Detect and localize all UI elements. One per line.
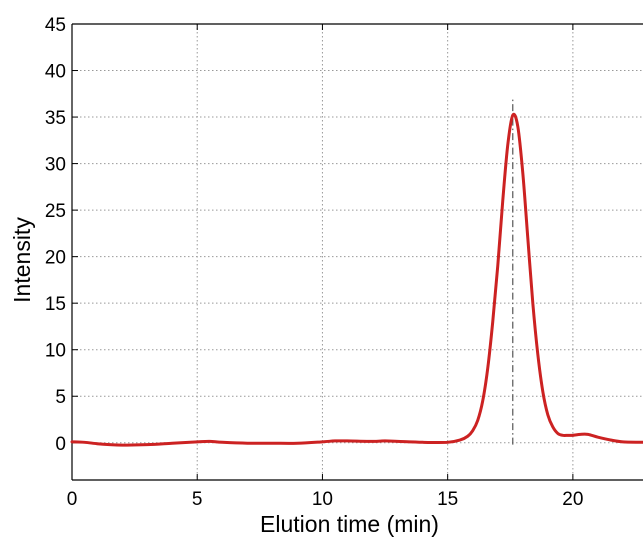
y-tick-label: 45	[45, 15, 66, 36]
x-tick-label: 15	[437, 489, 458, 510]
y-tick-label: 0	[55, 434, 66, 455]
x-tick-label: 10	[312, 489, 333, 510]
y-tick-label: 5	[55, 387, 66, 408]
x-tick-label: 0	[67, 489, 78, 510]
intensity-series-line	[70, 112, 643, 447]
x-axis-label: Elution time (min)	[260, 511, 439, 537]
grid-layer	[72, 24, 643, 480]
y-tick-label: 25	[45, 201, 66, 222]
y-tick-label: 30	[45, 155, 66, 176]
y-axis-label: Intensity	[9, 217, 35, 303]
tick-layer: 0 5 10 15 20 0 5 10 15 20 25 30 35 40 45	[45, 15, 584, 510]
x-tick-label: 20	[562, 489, 583, 510]
plot-frame	[71, 23, 643, 481]
data-layer	[70, 98, 643, 447]
y-tick-label: 20	[45, 248, 66, 269]
y-tick-label: 40	[45, 62, 66, 83]
y-tick-label: 10	[45, 341, 66, 362]
y-tick-label: 15	[45, 294, 66, 315]
y-tick-label: 35	[45, 108, 66, 129]
x-tick-label: 5	[192, 489, 203, 510]
